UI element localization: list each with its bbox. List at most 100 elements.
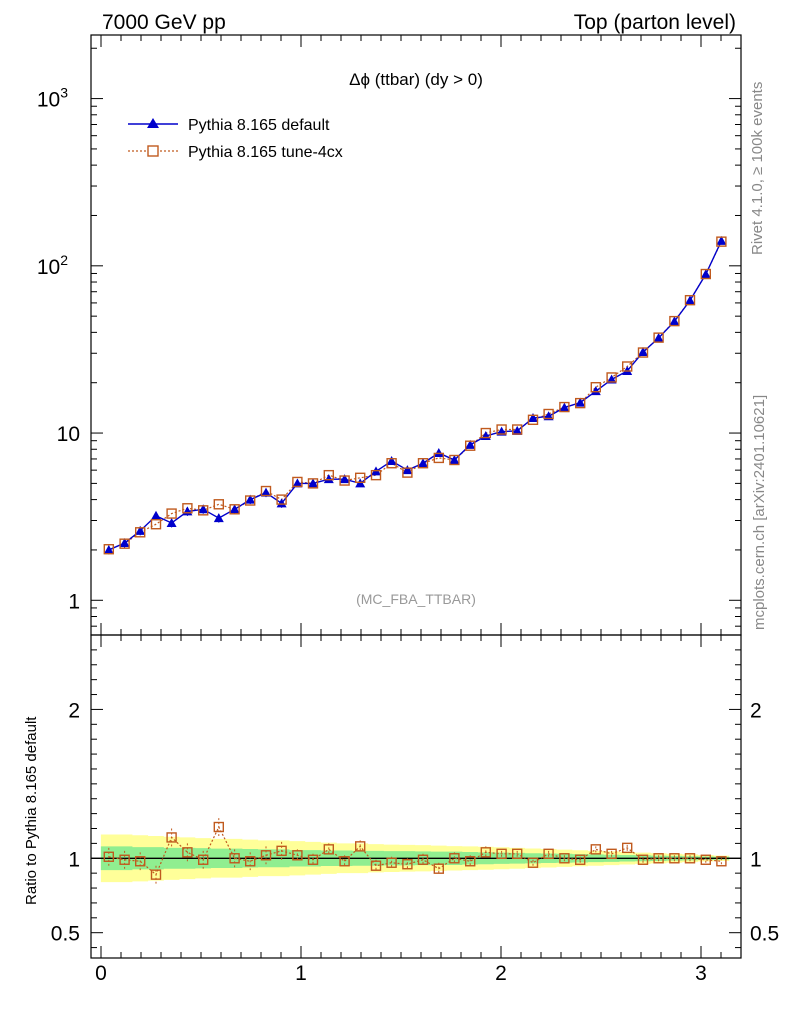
ratio-tune-point (260, 850, 272, 861)
default-point (433, 447, 444, 457)
ratio-tune-point (559, 853, 570, 864)
ratio-panel: 0.5 0.5 1 1 2 2 0 1 2 3 Ratio to Pythia 8.165 def… (23, 634, 779, 985)
ratio-y-tick-label-right: 0.5 (750, 923, 779, 946)
default-point (261, 487, 271, 497)
ratio-y-tick-label-right: 1 (750, 848, 762, 871)
tune-point (292, 476, 303, 488)
ratio-tune-point (166, 832, 177, 843)
tune-point (590, 382, 601, 393)
ratio-tune-point (197, 854, 209, 865)
tune-point (543, 408, 554, 420)
ratio-tune-point (543, 848, 554, 860)
ratio-tune-point (496, 848, 507, 860)
tune-point (465, 440, 476, 451)
default-point (512, 425, 523, 435)
tune-point (182, 503, 193, 514)
default-point (465, 439, 476, 449)
tune-point (512, 424, 523, 435)
main-y-tick-label-sup: 2 (60, 252, 68, 268)
main-y-tick-label: 1 (68, 590, 80, 613)
ratio-tune-point (622, 842, 633, 854)
default-point (638, 347, 648, 357)
ratio-tune-point (323, 844, 334, 855)
ratio-tune-point (402, 859, 413, 870)
default-point (402, 465, 413, 475)
main-y-tick-label: 10 (57, 423, 80, 446)
ratio-tune-point (637, 854, 649, 865)
default-point (323, 474, 334, 484)
ratio-tune-point (213, 821, 225, 833)
legend-default-label: Pythia 8.165 default (188, 117, 330, 134)
x-tick-label: 1 (295, 962, 307, 985)
default-point (213, 513, 224, 523)
tune-point (527, 414, 539, 426)
main-y-tick-label: 102 (37, 252, 68, 279)
tune-point (260, 485, 272, 497)
tune-point (370, 469, 382, 481)
tune-point (119, 538, 130, 549)
tune-point (433, 452, 444, 464)
tune-point (229, 504, 240, 515)
ratio-tune-point (684, 853, 696, 864)
tune-point (480, 427, 491, 439)
default-point (669, 316, 680, 326)
tune-point (323, 469, 334, 481)
ratio-tune-point (134, 856, 146, 867)
main-title: Δϕ (ttbar) (dy > 0) (349, 70, 483, 89)
header-right: Top (parton level) (574, 11, 736, 34)
ratio-y-tick-label-right: 2 (750, 699, 762, 722)
ratio-y-tick-label: 2 (68, 699, 80, 722)
ratio-tune-point (575, 854, 586, 865)
ratio-tune-point (370, 860, 382, 871)
main-y-tick-label-base: 10 (37, 89, 60, 112)
default-point (653, 333, 664, 343)
tune-point (606, 372, 617, 383)
ratio-tune-point (119, 854, 130, 865)
ratio-y-tick-label: 0.5 (51, 923, 80, 946)
tune-point (637, 347, 649, 358)
legend: Pythia 8.165 default Pythia 8.165 tune-4… (128, 117, 343, 161)
ratio-tune-point (307, 854, 319, 865)
ratio-tune-point (417, 854, 429, 865)
tune-point (496, 424, 507, 435)
tune-point (150, 519, 162, 530)
ratio-tune-point (292, 850, 303, 861)
default-point (559, 402, 570, 412)
ratio-tune-line (108, 825, 722, 876)
ratio-y-tick-label: 1 (68, 848, 80, 871)
main-y-tick-label-sup: 3 (60, 85, 68, 101)
mcplots-label: mcplots.cern.ch [arXiv:2401.10621] (751, 395, 768, 630)
default-point (575, 397, 586, 407)
default-point (386, 456, 397, 466)
default-point (103, 544, 114, 554)
ratio-ylabel: Ratio to Pythia 8.165 default (23, 716, 40, 905)
ratio-tune-point (527, 857, 539, 868)
x-tick-label: 3 (695, 962, 707, 985)
default-point (449, 454, 460, 464)
tune-point (575, 397, 586, 409)
ratio-tune-point (339, 856, 350, 867)
x-tick-label: 2 (495, 962, 507, 985)
default-point (339, 474, 350, 484)
ratio-tune-point (480, 847, 491, 858)
tune-point (559, 401, 570, 413)
tune-series-line (108, 241, 722, 550)
tune-point (307, 478, 319, 489)
ratio-frame (90, 634, 742, 959)
ratio-tune-point (700, 854, 711, 865)
ratio-tune-point (590, 844, 601, 855)
ratio-tune-point (465, 856, 476, 867)
watermark: (MC_FBA_TTBAR) (356, 591, 476, 607)
tune-point (684, 294, 696, 306)
tune-point (669, 315, 680, 327)
default-point (418, 458, 428, 468)
default-point (245, 494, 256, 504)
ratio-tune-point (355, 841, 366, 852)
ratio-tune-point (103, 851, 115, 862)
legend-tune-marker (147, 145, 159, 157)
ratio-tune-point (606, 848, 617, 860)
default-point (135, 525, 146, 535)
tune-point (700, 268, 711, 280)
tune-point (134, 527, 146, 538)
tune-point (417, 458, 429, 469)
